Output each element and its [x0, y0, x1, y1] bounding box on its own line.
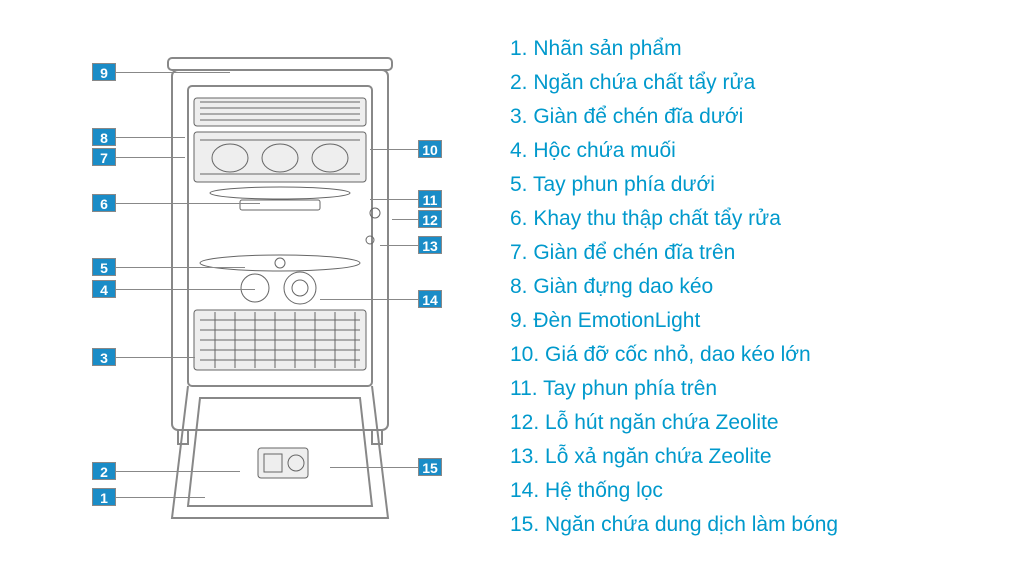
dishwasher-illustration: [160, 48, 400, 528]
callout-badge-12: 12: [418, 210, 442, 228]
callout-badge-14: 14: [418, 290, 442, 308]
legend-item-10: 10. Giá đỡ cốc nhỏ, dao kéo lớn: [510, 338, 1010, 372]
callout-badge-2: 2: [92, 462, 116, 480]
leader-line-14: [320, 299, 418, 300]
callout-badge-4: 4: [92, 280, 116, 298]
legend-item-8: 8. Giàn đựng dao kéo: [510, 270, 1010, 304]
legend-item-3: 3. Giàn để chén đĩa dưới: [510, 100, 1010, 134]
leader-line-15: [330, 467, 418, 468]
diagram-area: 9 8 7 6 5 4 3 2 1 10 11 12 13 14 15: [0, 0, 510, 570]
legend-item-15: 15. Ngăn chứa dung dịch làm bóng: [510, 508, 1010, 542]
leader-line-1: [116, 497, 205, 498]
leader-line-5: [116, 267, 245, 268]
legend-item-13: 13. Lỗ xả ngăn chứa Zeolite: [510, 440, 1010, 474]
callout-badge-6: 6: [92, 194, 116, 212]
legend-item-5: 5. Tay phun phía dưới: [510, 168, 1010, 202]
callout-badge-8: 8: [92, 128, 116, 146]
leader-line-10: [370, 149, 418, 150]
leader-line-3: [116, 357, 195, 358]
legend-item-6: 6. Khay thu thập chất tẩy rửa: [510, 202, 1010, 236]
leader-line-2: [116, 471, 240, 472]
legend-item-1: 1. Nhãn sản phẩm: [510, 32, 1010, 66]
callout-badge-15: 15: [418, 458, 442, 476]
callout-badge-10: 10: [418, 140, 442, 158]
callout-badge-5: 5: [92, 258, 116, 276]
callout-badge-3: 3: [92, 348, 116, 366]
leader-line-12: [392, 219, 418, 220]
leader-line-11: [370, 199, 418, 200]
leader-line-7: [116, 157, 185, 158]
leader-line-13: [380, 245, 418, 246]
legend-item-4: 4. Hộc chứa muối: [510, 134, 1010, 168]
legend-item-12: 12. Lỗ hút ngăn chứa Zeolite: [510, 406, 1010, 440]
callout-badge-1: 1: [92, 488, 116, 506]
legend-item-14: 14. Hệ thống lọc: [510, 474, 1010, 508]
callout-badge-7: 7: [92, 148, 116, 166]
legend-list: 1. Nhãn sản phẩm2. Ngăn chứa chất tẩy rử…: [510, 0, 1020, 570]
leader-line-9: [116, 72, 230, 73]
callout-badge-11: 11: [418, 190, 442, 208]
legend-item-7: 7. Giàn để chén đĩa trên: [510, 236, 1010, 270]
legend-item-9: 9. Đèn EmotionLight: [510, 304, 1010, 338]
legend-item-2: 2. Ngăn chứa chất tẩy rửa: [510, 66, 1010, 100]
callout-badge-13: 13: [418, 236, 442, 254]
leader-line-4: [116, 289, 255, 290]
diagram-container: 9 8 7 6 5 4 3 2 1 10 11 12 13 14 15 1. Nhãn sản phẩm2…: [0, 0, 1020, 570]
leader-line-6: [116, 203, 260, 204]
legend-item-11: 11. Tay phun phía trên: [510, 372, 1010, 406]
leader-line-8: [116, 137, 185, 138]
callout-badge-9: 9: [92, 63, 116, 81]
